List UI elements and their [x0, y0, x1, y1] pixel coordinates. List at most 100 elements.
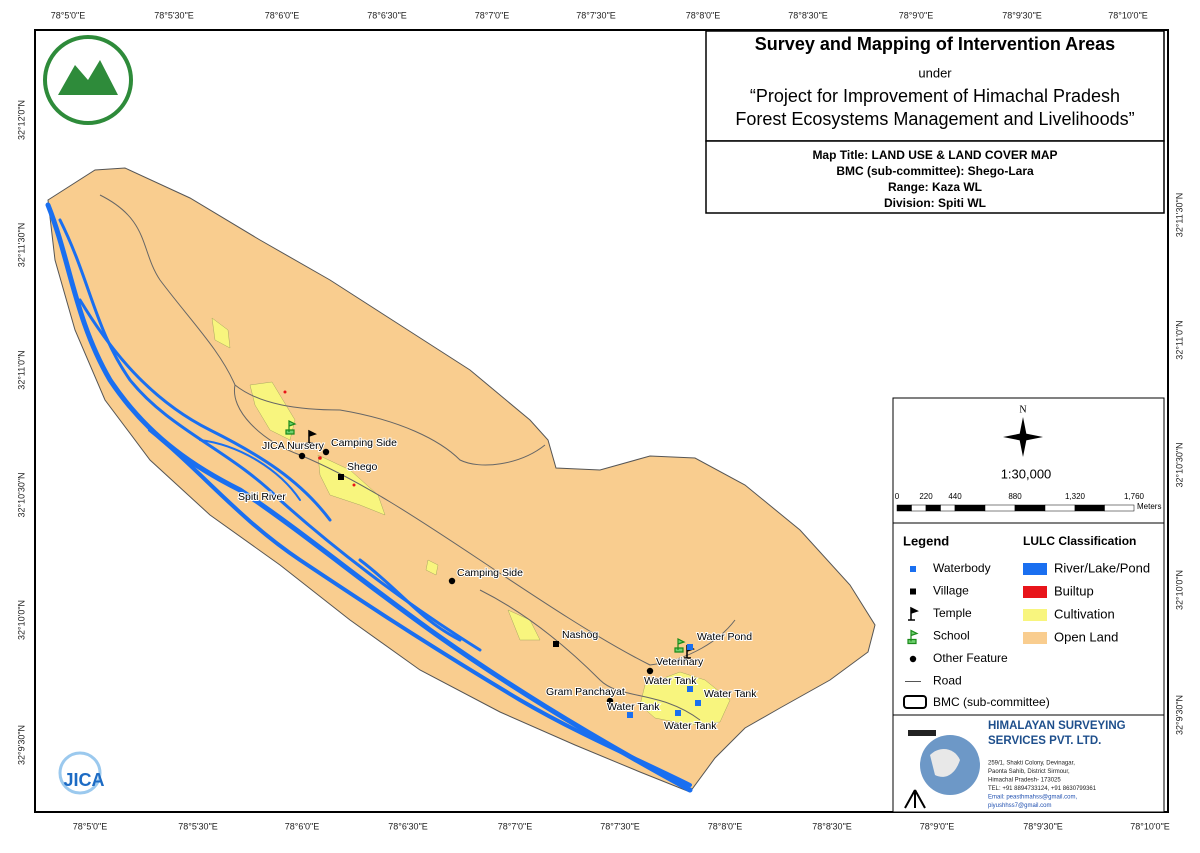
legend-label: BMC (sub-committee): [933, 695, 1050, 709]
school-symbol: [907, 629, 919, 645]
place-label: Spiti River: [238, 491, 286, 503]
legend-label: Temple: [933, 606, 972, 620]
scale-segment: [1104, 504, 1135, 512]
legend-label: Other Feature: [933, 651, 1008, 665]
lon-label: 78°9'0"E: [920, 821, 955, 831]
company-address: Email: peasthmahss@gmail.com,: [988, 795, 1077, 801]
jica-logo-ring: [58, 751, 102, 795]
legend-label: Road: [933, 674, 962, 688]
lon-label: 78°7'30"E: [600, 821, 640, 831]
feature-symbol: [298, 452, 306, 460]
lon-label: 78°5'30"E: [154, 10, 194, 20]
river-channel: [58, 218, 482, 652]
lat-label: 32°10'0"N: [1174, 570, 1184, 610]
legend-label: School: [933, 629, 970, 643]
map-info-line: Map Title: LAND USE & LAND COVER MAP: [812, 148, 1057, 162]
lat-label: 32°10'30"N: [1174, 442, 1184, 487]
lat-label: 32°9'30"N: [16, 725, 26, 765]
lon-label: 78°7'0"E: [498, 821, 533, 831]
legend: Legend Waterbody Village Temple School Other …: [903, 533, 1050, 709]
scale-segment: [1044, 504, 1076, 512]
feature-symbol: [646, 667, 654, 675]
scale-label: 880: [1008, 492, 1022, 501]
north-arrow: [1003, 417, 1043, 457]
lulc-label: Cultivation: [1054, 606, 1115, 621]
village-symbol: [553, 641, 559, 647]
map-info-box: [705, 140, 1165, 214]
feature-symbol: [322, 448, 330, 456]
place-label: Water Tank: [644, 675, 697, 687]
scale-segment: [911, 504, 927, 512]
scale-unit: Meters: [1137, 502, 1161, 511]
lat-label: 32°11'0"N: [16, 350, 26, 389]
scale-label: 1,760: [1124, 492, 1145, 501]
scale-label: 440: [948, 492, 962, 501]
waterbody-symbol: [675, 710, 681, 716]
map-info-line: BMC (sub-committee): Shego-Lara: [836, 164, 1034, 178]
company-address: TEL: +91 8894733124, +91 8630799361: [988, 786, 1097, 792]
river-channel: [45, 202, 693, 793]
globe-land: [930, 748, 960, 777]
company-name: SERVICES PVT. LTD.: [988, 735, 1101, 747]
lulc-label: River/Lake/Pond: [1054, 560, 1150, 575]
feature-symbol: [448, 577, 456, 585]
company-info: HIMALAYAN SURVEYING SERVICES PVT. LTD. 259…: [988, 720, 1126, 809]
scale-segment: [925, 504, 941, 512]
lon-label: 78°6'30"E: [367, 10, 407, 20]
lat-label: 32°10'30"N: [16, 472, 26, 517]
lon-label: 78°7'30"E: [576, 10, 616, 20]
header-box: [705, 30, 1165, 142]
cultivation: [425, 559, 439, 576]
village-symbol: [338, 474, 344, 480]
lon-label: 78°9'30"E: [1002, 10, 1042, 20]
waterbody-symbol: [627, 712, 633, 718]
lulc-swatch: [1023, 609, 1047, 621]
waterbody-symbol: [687, 686, 693, 692]
lulc-swatch: [1023, 632, 1047, 644]
lat-label: 32°11'30"N: [16, 223, 26, 267]
graticule-labels: 78°5'0"E 78°5'30"E 78°6'0"E 78°6'30"E 78°7'0…: [16, 10, 1184, 831]
lon-label: 78°9'30"E: [1023, 821, 1063, 831]
company-address: piyushhss7@gmail.com: [988, 803, 1051, 809]
lulc-legend: LULC Classification River/Lake/Pond Builtu…: [1023, 534, 1150, 644]
place-label: Camping Side: [457, 567, 523, 579]
scale-segment: [984, 504, 1016, 512]
lon-label: 78°8'0"E: [686, 10, 721, 20]
place-label: Shego: [347, 461, 378, 473]
place-label: Veterinary: [656, 656, 704, 668]
logo-mountains: [58, 60, 118, 95]
project-line: “Project for Improvement of Himachal Pra…: [750, 86, 1120, 106]
lon-label: 78°10'0"E: [1108, 10, 1148, 20]
tripod: [904, 789, 926, 809]
map-info: Map Title: LAND USE & LAND COVER MAP BMC …: [812, 148, 1057, 210]
roads: [99, 194, 736, 721]
river-channel: [148, 428, 692, 787]
builtup: [283, 390, 287, 394]
builtup: [318, 456, 322, 460]
lon-label: 78°6'0"E: [265, 10, 300, 20]
jica-logo: JICA: [63, 770, 104, 790]
place-label: Water Pond: [697, 631, 752, 643]
lon-label: 78°5'0"E: [73, 821, 108, 831]
scale-segment: [940, 504, 956, 512]
place-features: JICA Nursery Camping Side Shego Spiti River…: [237, 390, 758, 733]
company-address: Paonta Sahib, District Sirmour,: [988, 769, 1070, 775]
feature-symbol: [909, 655, 917, 663]
lat-label: 32°9'30"N: [1174, 695, 1184, 735]
legend-label: Village: [933, 584, 969, 598]
lat-label: 32°12'0"N: [16, 100, 26, 140]
north-label: N: [1019, 404, 1026, 415]
company-name: HIMALAYAN SURVEYING: [988, 720, 1126, 732]
village-symbol: [910, 588, 916, 595]
cultivation: [249, 381, 296, 441]
place-label: Water Tank: [704, 688, 757, 700]
waterbody-symbol: [687, 644, 693, 650]
cultivation-areas: [211, 317, 731, 726]
map-info-line: Division: Spiti WL: [884, 196, 986, 210]
bmc-symbol: [903, 695, 927, 709]
place-label: Camping Side: [331, 437, 397, 449]
lon-label: 78°5'30"E: [178, 821, 218, 831]
header-title: Survey and Mapping of Intervention Areas: [755, 34, 1115, 54]
lulc-label: Open Land: [1054, 629, 1118, 644]
